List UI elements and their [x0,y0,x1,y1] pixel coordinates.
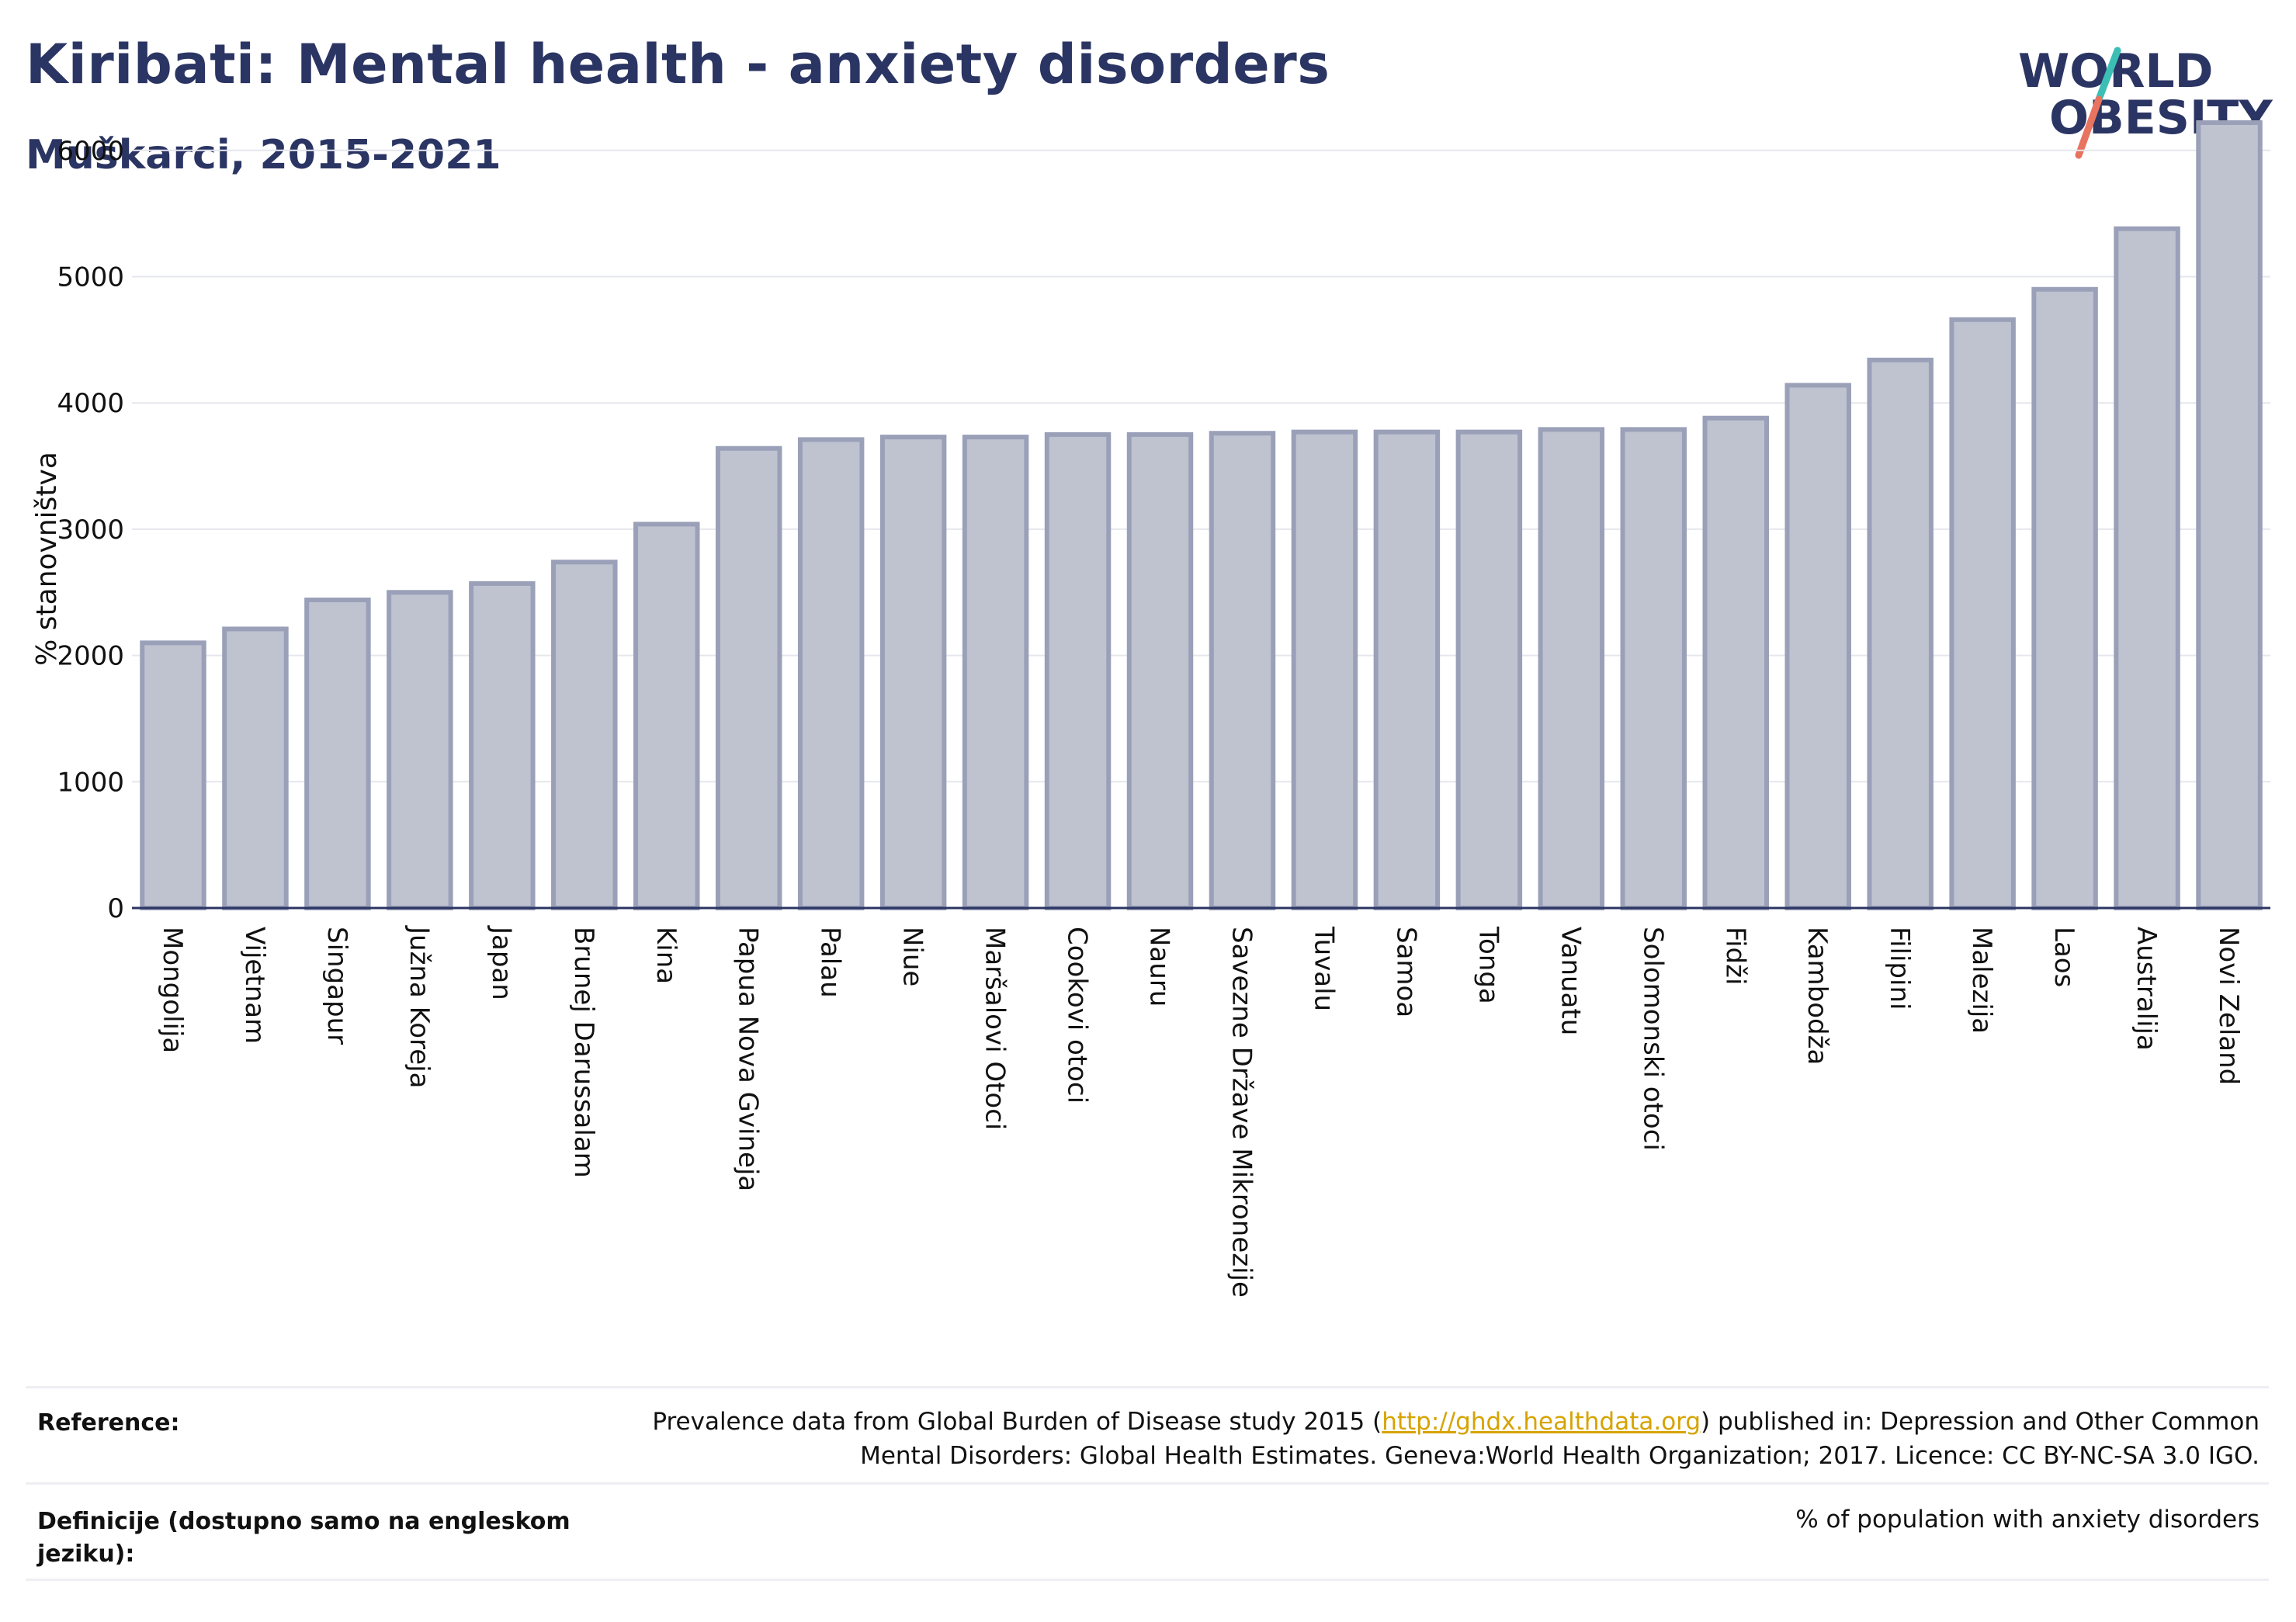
x-tick-label: Cookovi otoci [1062,927,1093,1104]
bar-tuvalu [1291,429,1358,910]
x-tick-label: Nauru [1144,927,1175,1007]
bar-japan [469,581,536,910]
x-tick-label: Singapur [321,927,352,1045]
footer-divider-bottom [26,1579,2269,1581]
x-tick-label: Japan [486,925,517,1000]
x-tick-label: Niue [897,927,928,986]
bar-fidži [1702,415,1769,910]
x-tick-label: Solomonski otoci [1637,927,1668,1151]
x-tick-label: Brunej Darussalam [568,927,599,1178]
bar-vanuatu [1538,427,1605,910]
bar-maršalovi-otoci [962,435,1029,910]
x-tick-label: Mongolija [157,927,188,1053]
y-tick-label: 6000 [57,136,124,167]
bar-kina [633,522,700,911]
bar-malezija [1949,317,2016,911]
bar-samoa [1373,429,1441,910]
x-tick-label: Fidži [1719,927,1750,985]
x-tick-label: Kambodža [1802,927,1833,1065]
y-tick-label: 5000 [57,262,124,293]
bar-mongolija [140,640,206,910]
bar-južna-koreja [387,590,453,910]
x-tick-label: Kina [650,927,682,984]
reference-text-before: Prevalence data from Global Burden of Di… [652,1408,1382,1436]
y-tick-label: 0 [107,893,124,924]
x-tick-label: Savezne Države Mikronezije [1226,927,1257,1298]
x-tick-label: Palau [815,927,846,998]
x-tick-label: Laos [2048,927,2079,987]
reference-link[interactable]: http://ghdx.healthdata.org [1382,1408,1701,1436]
y-tick-label: 4000 [57,388,124,419]
y-tick-label: 2000 [57,641,124,672]
y-tick-label: 1000 [57,767,124,798]
page-title: Kiribati: Mental health - anxiety disord… [26,33,1330,96]
bar-palau [797,437,865,910]
reference-text-after: ) published in: Depression and Other Com… [1701,1408,2260,1436]
bar-niue [879,435,947,910]
bar-kambodža [1784,383,1851,910]
bar-nauru [1126,431,1194,910]
bar-solomonski-otoci [1620,427,1687,910]
definition-text: % of population with anxiety disorders [1795,1506,2260,1534]
bar-novi-zeland [2196,120,2263,910]
bar-filipini [1867,357,1934,910]
x-tick-label: Australija [2131,927,2162,1051]
reference-text-line2: Mental Disorders: Global Health Estimate… [860,1442,2260,1470]
x-tick-label: Vanuatu [1555,927,1586,1035]
y-tick-label: 3000 [57,515,124,546]
bar-australija [2114,226,2180,910]
bar-papua-nova-gvineja [715,445,782,910]
x-tick-label: Filipini [1884,927,1915,1010]
bar-cookovi-otoci [1044,431,1112,910]
x-labels-layer: Mongolija Vijetnam Singapur Južna Koreja Jap… [157,925,2244,1298]
x-tick-label: Malezija [1966,927,1997,1034]
bar-singapur [304,598,371,910]
definition-label: Definicije (dostupno samo na engleskom j… [37,1508,571,1568]
x-tick-label: Tonga [1472,926,1503,1004]
x-tick-label: Papua Nova Gvineja [733,927,764,1191]
x-tick-label: Samoa [1390,927,1421,1017]
bars-layer [140,120,2263,911]
bar-savezne-države-mikronezije [1209,431,1276,910]
bar-tonga [1455,429,1523,910]
footer-divider-top [26,1386,2269,1388]
reference-text: Prevalence data from Global Burden of Di… [652,1405,2260,1473]
x-tick-label: Južna Koreja [404,925,435,1088]
y-ticks-layer: 0 1000 2000 3000 4000 5000 6000 [57,136,124,924]
reference-label: Reference: [37,1409,180,1437]
bar-chart: 0 1000 2000 3000 4000 5000 6000 Mongolija Vijet… [31,120,2270,1298]
x-tick-label: Vijetnam [239,927,270,1044]
y-axis-label: % stanovništva [31,452,63,666]
x-tick-label: Maršalovi Otoci [980,927,1011,1130]
bar-vijetnam [222,626,289,911]
page-subtitle: Muškarci, 2015-2021 [26,132,501,178]
bar-brunej-darussalam [551,560,618,910]
x-tick-label: Tuvalu [1308,926,1339,1011]
x-tick-label: Novi Zeland [2213,927,2244,1085]
footer-divider-middle [26,1482,2269,1485]
bar-laos [2031,286,2098,910]
